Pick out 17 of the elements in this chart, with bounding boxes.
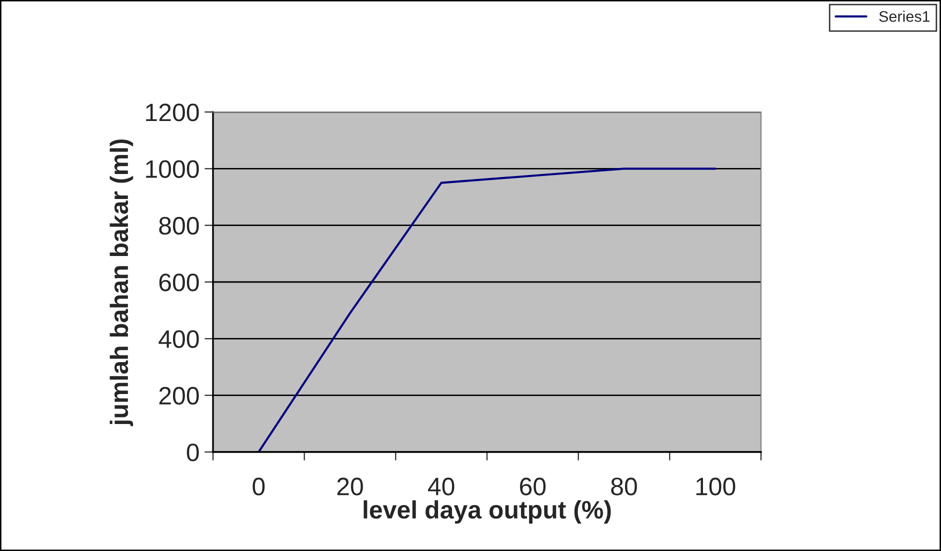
y-tick-label: 800	[159, 216, 199, 235]
y-tick-label: 400	[158, 330, 199, 348]
line-series	[258, 168, 716, 452]
y-tick-label: 1000	[146, 160, 199, 178]
x-tick-label: 40	[428, 478, 454, 496]
y-tick-label: 600	[159, 274, 199, 292]
y-tick-label: 1200	[146, 104, 199, 122]
y-axis-title: jumlah bahan bakar (ml)	[110, 139, 134, 426]
x-tick-label: 100	[696, 478, 736, 496]
legend-label: Series1	[879, 10, 930, 22]
x-tick-label: 80	[611, 478, 637, 496]
y-tick-label: 200	[159, 386, 199, 405]
x-tick-label: 60	[520, 478, 546, 496]
x-tick-label: 0	[252, 478, 265, 496]
y-tick-label: 0	[186, 444, 199, 462]
x-tick-label: 20	[337, 478, 363, 496]
x-axis-title: level daya output (%)	[364, 500, 611, 524]
